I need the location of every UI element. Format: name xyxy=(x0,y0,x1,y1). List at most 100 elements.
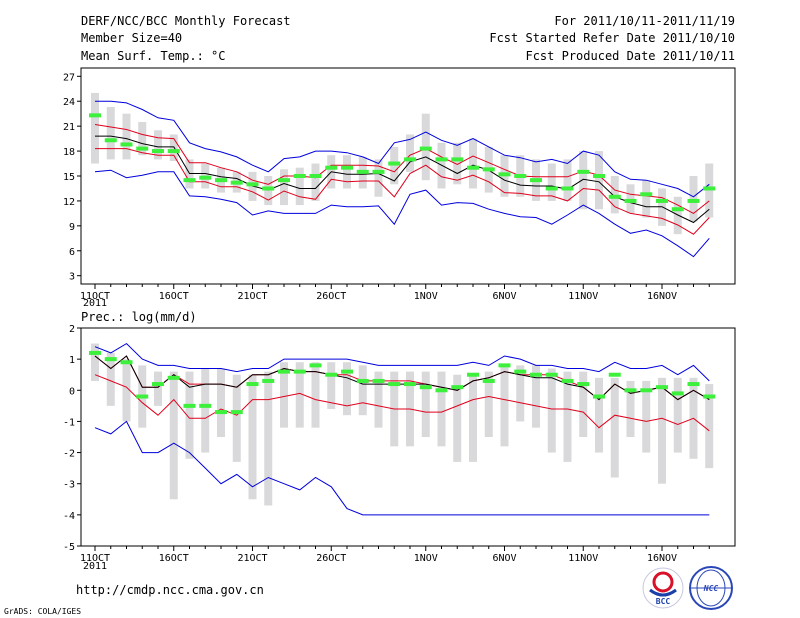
mean-10/15 xyxy=(152,149,164,154)
mean-11/16 xyxy=(656,385,668,390)
xtick-label: 21OCT xyxy=(237,291,267,302)
box-11/7 xyxy=(516,365,525,422)
temperature-outer-low-line xyxy=(94,169,710,258)
mean-11/18 xyxy=(687,198,700,203)
xtick-label: 21OCT xyxy=(237,553,267,564)
ncc-logo: NCC xyxy=(689,566,733,610)
ytick-label: -1 xyxy=(63,417,75,428)
mean-10/20 xyxy=(230,410,243,415)
mean-10/19 xyxy=(215,410,227,415)
box-10/12 xyxy=(106,107,115,160)
box-10/15 xyxy=(154,130,162,160)
box-11/9 xyxy=(547,368,556,453)
mean-11/13 xyxy=(608,372,621,377)
temperature-inner-high-line xyxy=(94,124,710,214)
xtick-label: 11NOV xyxy=(568,553,598,564)
mean-10/29 xyxy=(372,378,385,383)
mean-11/7 xyxy=(514,174,527,178)
mean-11/8 xyxy=(530,178,542,183)
precipitation-inner-low-line xyxy=(94,374,710,432)
box-10/25 xyxy=(311,163,320,201)
box-10/11 xyxy=(91,92,99,164)
box-10/29 xyxy=(374,159,383,197)
mean-11/8 xyxy=(530,372,542,377)
header-period: For 2011/10/11-2011/11/19 xyxy=(554,14,735,28)
mean-10/31 xyxy=(404,382,416,387)
mean-10/27 xyxy=(341,369,353,374)
mean-10/18 xyxy=(199,175,212,180)
box-10/20 xyxy=(232,374,241,462)
box-11/17 xyxy=(673,377,682,453)
mean-10/25 xyxy=(309,174,322,178)
box-11/10 xyxy=(563,371,572,462)
ytick-label: 18 xyxy=(63,147,75,158)
box-10/27 xyxy=(343,155,351,189)
mean-11/1 xyxy=(419,146,432,151)
mean-11/3 xyxy=(451,385,464,390)
mean-11/19 xyxy=(703,394,716,399)
mean-11/10 xyxy=(561,378,574,383)
mean-10/12 xyxy=(104,357,117,362)
ytick-label: 3 xyxy=(69,272,75,283)
box-11/16 xyxy=(658,377,666,484)
precipitation-panel: -5 -4 -3 -2 -1 0 1 2 11OCT 16OCT 21OCT 26OCT 1NOV 6N… xyxy=(63,324,736,572)
precip-panel-title: Prec.: log(mm/d) xyxy=(81,310,197,324)
mean-10/24 xyxy=(293,174,306,178)
ytick-label: 21 xyxy=(63,122,75,133)
temperature-lines xyxy=(94,100,710,258)
box-11/9 xyxy=(547,163,556,201)
box-10/31 xyxy=(406,134,414,172)
box-10/29 xyxy=(374,371,383,428)
mean-10/11 xyxy=(89,350,101,355)
xtick-label: 1NOV xyxy=(414,291,438,302)
box-11/3 xyxy=(453,142,462,185)
mean-10/15 xyxy=(152,382,164,387)
mean-11/4 xyxy=(467,165,479,170)
mean-11/1 xyxy=(419,385,432,390)
mean-11/12 xyxy=(593,394,605,399)
mean-10/21 xyxy=(246,382,259,387)
precipitation-y-axis: -5 -4 -3 -2 -1 0 1 2 xyxy=(63,324,81,553)
box-11/10 xyxy=(563,159,572,201)
box-11/11 xyxy=(579,151,588,210)
xtick-label: 16NOV xyxy=(647,291,677,302)
mean-11/10 xyxy=(561,186,574,191)
mean-10/17 xyxy=(183,403,196,408)
box-10/15 xyxy=(154,371,162,406)
ytick-label: 1 xyxy=(69,355,75,366)
temperature-year-label: 2011 xyxy=(83,298,107,309)
precipitation-median-line xyxy=(94,355,710,401)
mean-11/11 xyxy=(577,382,590,387)
ytick-label: 15 xyxy=(63,172,75,183)
mean-10/13 xyxy=(120,142,133,147)
mean-11/5 xyxy=(482,167,495,172)
box-10/24 xyxy=(295,362,304,428)
mean-10/20 xyxy=(230,180,243,185)
mean-11/6 xyxy=(498,172,511,177)
precipitation-outer-low-line xyxy=(94,420,710,516)
box-10/11 xyxy=(91,343,99,381)
box-10/30 xyxy=(390,146,399,185)
box-10/23 xyxy=(280,362,288,428)
box-10/26 xyxy=(327,362,336,409)
temperature-panel: 3 6 9 12 15 18 21 24 27 11OCT 16OCT 21OCT 26OCT 1NOV… xyxy=(63,67,736,309)
precipitation-means xyxy=(89,350,716,415)
mean-10/21 xyxy=(246,182,259,187)
mean-11/3 xyxy=(451,157,464,162)
mean-10/18 xyxy=(199,403,212,408)
box-10/27 xyxy=(343,362,351,416)
mean-10/30 xyxy=(388,382,401,387)
xtick-label: 6NOV xyxy=(492,291,516,302)
mean-11/7 xyxy=(514,369,527,374)
temperature-median-line xyxy=(95,135,710,224)
mean-10/14 xyxy=(136,394,149,399)
mean-11/16 xyxy=(656,198,668,203)
mean-11/15 xyxy=(640,192,653,197)
xtick-label: 11NOV xyxy=(568,291,598,302)
header-member-size: Member Size=40 xyxy=(81,31,182,45)
ytick-label: 27 xyxy=(63,72,75,83)
box-10/13 xyxy=(122,113,131,160)
box-10/22 xyxy=(264,371,273,506)
precipitation-boxes xyxy=(91,343,714,506)
